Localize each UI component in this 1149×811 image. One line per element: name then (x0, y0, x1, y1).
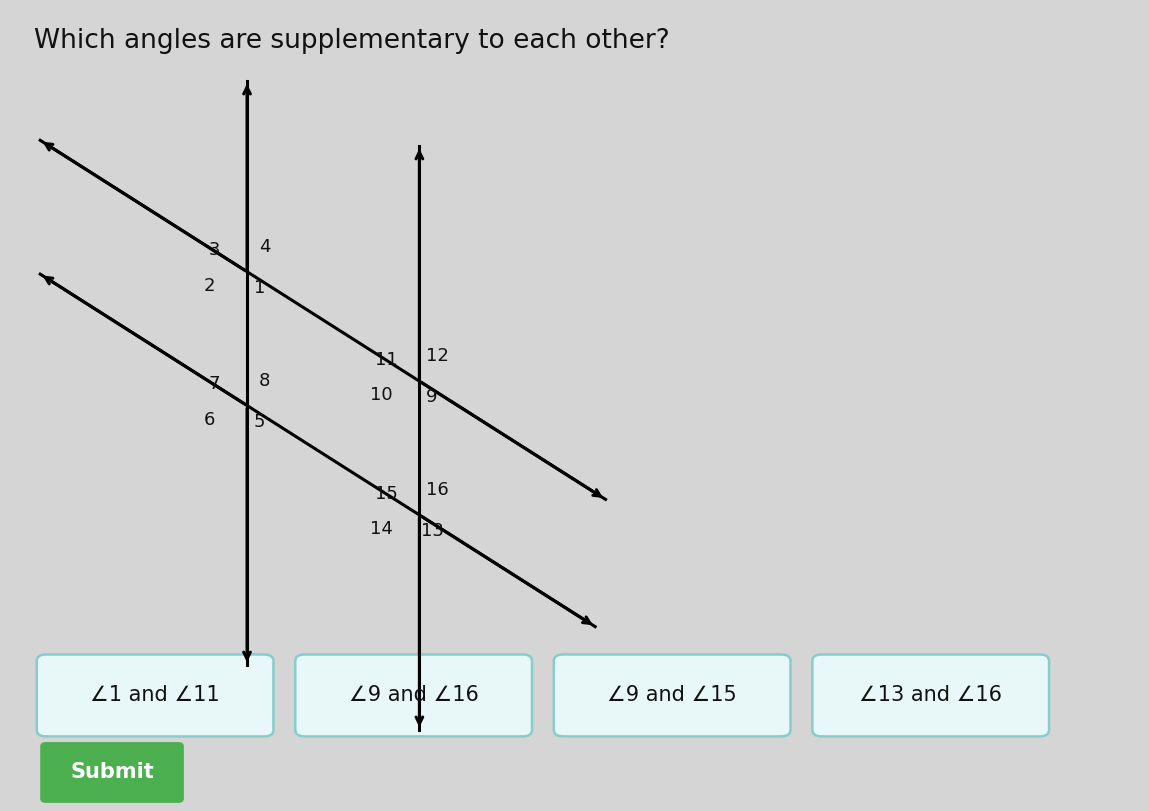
FancyBboxPatch shape (40, 742, 184, 803)
Text: Which angles are supplementary to each other?: Which angles are supplementary to each o… (34, 28, 670, 54)
Text: 16: 16 (426, 481, 448, 499)
Text: 8: 8 (259, 371, 270, 389)
Text: 12: 12 (425, 347, 448, 365)
Text: Submit: Submit (70, 762, 154, 783)
Text: ∠9 and ∠15: ∠9 and ∠15 (608, 685, 737, 706)
Text: 15: 15 (375, 485, 398, 503)
Text: 3: 3 (208, 242, 219, 260)
Text: ∠1 and ∠11: ∠1 and ∠11 (91, 685, 219, 706)
FancyBboxPatch shape (295, 654, 532, 736)
FancyBboxPatch shape (37, 654, 273, 736)
Text: 1: 1 (254, 279, 265, 297)
Text: ∠13 and ∠16: ∠13 and ∠16 (859, 685, 1002, 706)
Text: 4: 4 (259, 238, 270, 255)
Text: 6: 6 (203, 411, 215, 429)
Text: 11: 11 (376, 351, 398, 369)
Text: 7: 7 (208, 375, 219, 393)
FancyBboxPatch shape (554, 654, 791, 736)
FancyBboxPatch shape (812, 654, 1049, 736)
Text: 13: 13 (421, 522, 444, 540)
Text: ∠9 and ∠16: ∠9 and ∠16 (348, 685, 479, 706)
Text: 5: 5 (254, 413, 265, 431)
Text: 10: 10 (370, 387, 393, 405)
Text: 2: 2 (203, 277, 215, 295)
Text: 14: 14 (370, 521, 393, 539)
Text: 9: 9 (426, 388, 438, 406)
